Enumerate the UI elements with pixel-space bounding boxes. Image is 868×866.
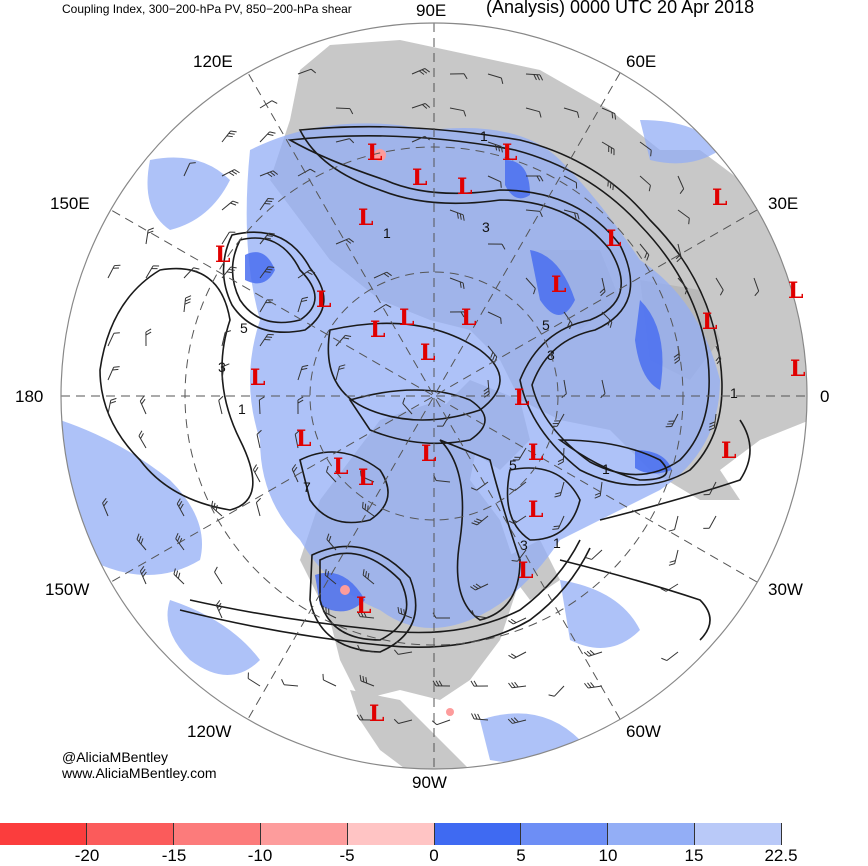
low-marker: L: [333, 454, 348, 480]
svg-text:1: 1: [383, 225, 391, 241]
low-marker: L: [457, 174, 472, 200]
lon-label-60e: 60E: [626, 52, 656, 72]
lon-label-0: 0: [820, 387, 829, 407]
colorbar-segment: [695, 823, 782, 845]
svg-text:5: 5: [240, 320, 248, 336]
colorbar-tick: 10: [599, 846, 618, 866]
lon-label-30w: 30W: [768, 580, 803, 600]
low-marker: L: [250, 365, 265, 391]
low-marker: L: [215, 242, 230, 268]
credit-website: www.AliciaMBentley.com: [62, 765, 217, 781]
low-marker: L: [461, 305, 476, 331]
lon-label-90e: 90E: [416, 1, 446, 21]
colorbar-segment: [608, 823, 695, 845]
svg-text:1: 1: [602, 461, 610, 477]
low-marker: L: [528, 497, 543, 523]
lon-label-90w: 90W: [412, 773, 447, 793]
low-marker: L: [412, 165, 427, 191]
low-marker: L: [370, 317, 385, 343]
low-marker: L: [420, 340, 435, 366]
svg-text:3: 3: [520, 537, 528, 553]
lon-label-120w: 120W: [187, 722, 231, 742]
colorbar-segment: [0, 823, 87, 845]
low-marker: L: [790, 356, 805, 382]
svg-text:5: 5: [542, 317, 550, 333]
low-marker: L: [514, 385, 529, 411]
low-marker: L: [721, 438, 736, 464]
low-marker: L: [502, 140, 517, 166]
colorbar-segment: [174, 823, 261, 845]
polar-stereographic-map: 1 3 5 1 3 1 5 3 1 5 7 1 3 1 L L: [0, 0, 868, 820]
colorbar-tick: -10: [248, 846, 273, 866]
svg-text:1: 1: [480, 128, 488, 144]
low-marker: L: [788, 278, 803, 304]
colorbar: [0, 823, 868, 845]
low-marker: L: [399, 305, 414, 331]
colorbar-tick: 22.5: [764, 846, 797, 866]
colorbar-tick: 0: [429, 846, 438, 866]
svg-text:1: 1: [730, 385, 738, 401]
colorbar-segment: [261, 823, 348, 845]
lon-label-30e: 30E: [768, 194, 798, 214]
low-marker: L: [296, 426, 311, 452]
low-marker: L: [712, 185, 727, 211]
low-marker: L: [358, 205, 373, 231]
colorbar-tick: -15: [162, 846, 187, 866]
svg-text:1: 1: [553, 535, 561, 551]
svg-text:1: 1: [238, 401, 246, 417]
lon-label-180: 180: [15, 387, 43, 407]
svg-text:3: 3: [482, 219, 490, 235]
svg-text:7: 7: [303, 479, 311, 495]
low-marker: L: [316, 287, 331, 313]
low-marker: L: [551, 272, 566, 298]
low-marker: L: [358, 465, 373, 491]
low-marker: L: [367, 140, 382, 166]
lon-label-60w: 60W: [626, 722, 661, 742]
low-marker: L: [518, 558, 533, 584]
lon-label-120e: 120E: [193, 52, 233, 72]
svg-text:3: 3: [218, 359, 226, 375]
colorbar-segment: [348, 823, 435, 845]
lon-label-150e: 150E: [50, 194, 90, 214]
colorbar-segment: [87, 823, 174, 845]
svg-text:5: 5: [509, 457, 517, 473]
colorbar-segment: [521, 823, 608, 845]
low-marker: L: [369, 701, 384, 727]
colorbar-tick: 5: [516, 846, 525, 866]
colorbar-segment: [435, 823, 522, 845]
lon-label-150w: 150W: [45, 580, 89, 600]
credit-handle: @AliciaMBentley: [62, 749, 168, 765]
colorbar-tick: -5: [339, 846, 354, 866]
low-marker: L: [606, 226, 621, 252]
colorbar-tick: 15: [685, 846, 704, 866]
colorbar-segment: [782, 823, 868, 845]
low-marker: L: [528, 440, 543, 466]
low-marker: L: [356, 593, 371, 619]
colorbar-tick: -20: [75, 846, 100, 866]
low-marker: L: [702, 309, 717, 335]
low-marker: L: [421, 441, 436, 467]
